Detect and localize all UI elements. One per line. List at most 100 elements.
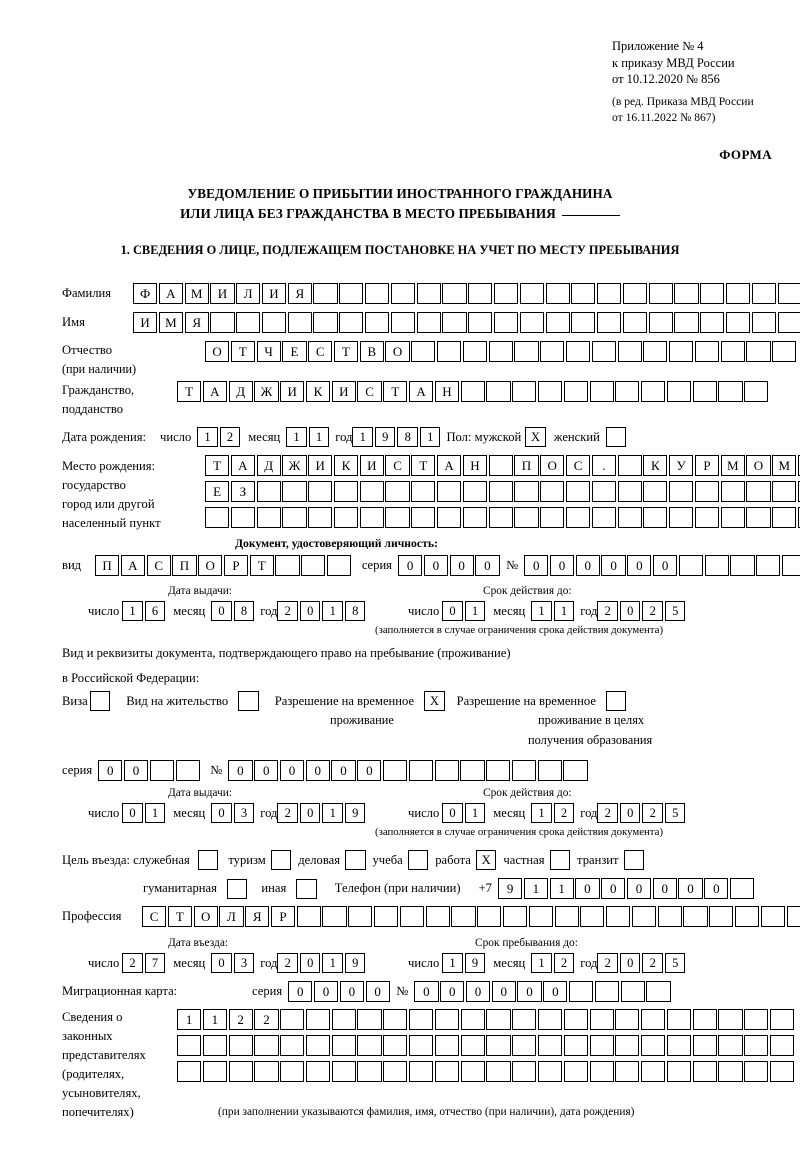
char-cell[interactable]: [331, 1035, 356, 1056]
char-cell[interactable]: [769, 1061, 795, 1082]
char-cell[interactable]: [641, 1035, 666, 1056]
sex-male-checkbox[interactable]: X: [525, 427, 548, 447]
char-cell[interactable]: Д: [228, 381, 253, 402]
char-cell[interactable]: 1: [442, 953, 463, 973]
char-cell[interactable]: [594, 981, 619, 1002]
char-cell[interactable]: [589, 1061, 614, 1082]
char-cell[interactable]: [261, 312, 287, 333]
char-cell[interactable]: [282, 507, 307, 528]
char-cell[interactable]: Ж: [282, 455, 307, 476]
char-cell[interactable]: [545, 283, 570, 304]
char-cell[interactable]: 0: [123, 760, 149, 781]
char-cell[interactable]: [486, 1035, 511, 1056]
char-cell[interactable]: [226, 878, 248, 899]
char-cell[interactable]: 9: [344, 803, 366, 823]
char-cell[interactable]: [442, 312, 467, 333]
char-cell[interactable]: [730, 555, 755, 576]
purpose-other-checkbox[interactable]: [296, 878, 319, 899]
char-cell[interactable]: [772, 481, 797, 502]
char-cell[interactable]: 1: [531, 601, 552, 621]
char-cell[interactable]: [416, 312, 441, 333]
char-cell[interactable]: О: [385, 341, 410, 362]
char-cell[interactable]: [694, 481, 720, 502]
char-cell[interactable]: [718, 1035, 743, 1056]
char-cell[interactable]: [488, 481, 513, 502]
char-cell[interactable]: 8: [397, 427, 418, 447]
char-cell[interactable]: [615, 1035, 640, 1056]
char-cell[interactable]: 2: [553, 953, 575, 973]
sex-female-checkbox[interactable]: [605, 427, 629, 447]
char-cell[interactable]: 0: [98, 760, 123, 781]
char-cell[interactable]: И: [261, 283, 287, 304]
char-cell[interactable]: X: [424, 691, 445, 711]
char-cell[interactable]: [460, 1061, 485, 1082]
char-cell[interactable]: [565, 341, 591, 362]
char-cell[interactable]: [683, 906, 708, 927]
char-cell[interactable]: 1: [177, 1009, 202, 1030]
char-cell[interactable]: [744, 1061, 769, 1082]
char-cell[interactable]: 0: [122, 803, 143, 823]
char-cell[interactable]: [580, 906, 605, 927]
char-cell[interactable]: [313, 283, 338, 304]
char-cell[interactable]: [589, 1009, 614, 1030]
char-cell[interactable]: 0: [575, 555, 600, 576]
char-cell[interactable]: 0: [619, 953, 641, 973]
char-cell[interactable]: [643, 481, 668, 502]
char-cell[interactable]: [537, 1035, 563, 1056]
char-cell[interactable]: [301, 555, 326, 576]
char-cell[interactable]: [744, 1009, 769, 1030]
char-cell[interactable]: [488, 507, 513, 528]
char-cell[interactable]: [357, 1061, 382, 1082]
char-cell[interactable]: 0: [423, 555, 448, 576]
char-cell[interactable]: Т: [383, 381, 408, 402]
char-cell[interactable]: [666, 381, 692, 402]
purpose-business-checkbox[interactable]: [345, 850, 368, 870]
char-cell[interactable]: [177, 1061, 202, 1082]
char-cell[interactable]: [648, 312, 673, 333]
char-cell[interactable]: [615, 381, 640, 402]
char-cell[interactable]: [327, 555, 352, 576]
char-cell[interactable]: [442, 283, 467, 304]
char-cell[interactable]: А: [120, 555, 145, 576]
char-cell[interactable]: [270, 850, 292, 870]
char-cell[interactable]: [333, 481, 359, 502]
char-cell[interactable]: [549, 850, 571, 870]
char-cell[interactable]: [254, 1035, 279, 1056]
char-cell[interactable]: [411, 507, 436, 528]
char-cell[interactable]: [451, 906, 476, 927]
char-cell[interactable]: [615, 1009, 640, 1030]
char-cell[interactable]: К: [305, 381, 331, 402]
char-cell[interactable]: [460, 1009, 485, 1030]
char-cell[interactable]: [528, 906, 553, 927]
char-cell[interactable]: [692, 381, 717, 402]
char-cell[interactable]: [374, 906, 399, 927]
char-cell[interactable]: [493, 283, 519, 304]
char-cell[interactable]: [512, 1061, 537, 1082]
char-cell[interactable]: [631, 906, 657, 927]
char-cell[interactable]: [540, 341, 565, 362]
char-cell[interactable]: [287, 312, 312, 333]
char-cell[interactable]: [622, 312, 648, 333]
char-cell[interactable]: Е: [205, 481, 230, 502]
char-cell[interactable]: [275, 555, 300, 576]
char-cell[interactable]: О: [746, 455, 771, 476]
char-cell[interactable]: 0: [517, 981, 542, 1002]
char-cell[interactable]: 6: [144, 601, 166, 621]
char-cell[interactable]: [514, 341, 539, 362]
char-cell[interactable]: 1: [553, 601, 575, 621]
char-cell[interactable]: [772, 507, 797, 528]
char-cell[interactable]: 1: [322, 601, 343, 621]
char-cell[interactable]: [486, 381, 511, 402]
purpose-humanitarian-checkbox[interactable]: [226, 878, 250, 899]
char-cell[interactable]: Б: [797, 455, 800, 476]
char-cell[interactable]: [565, 481, 591, 502]
